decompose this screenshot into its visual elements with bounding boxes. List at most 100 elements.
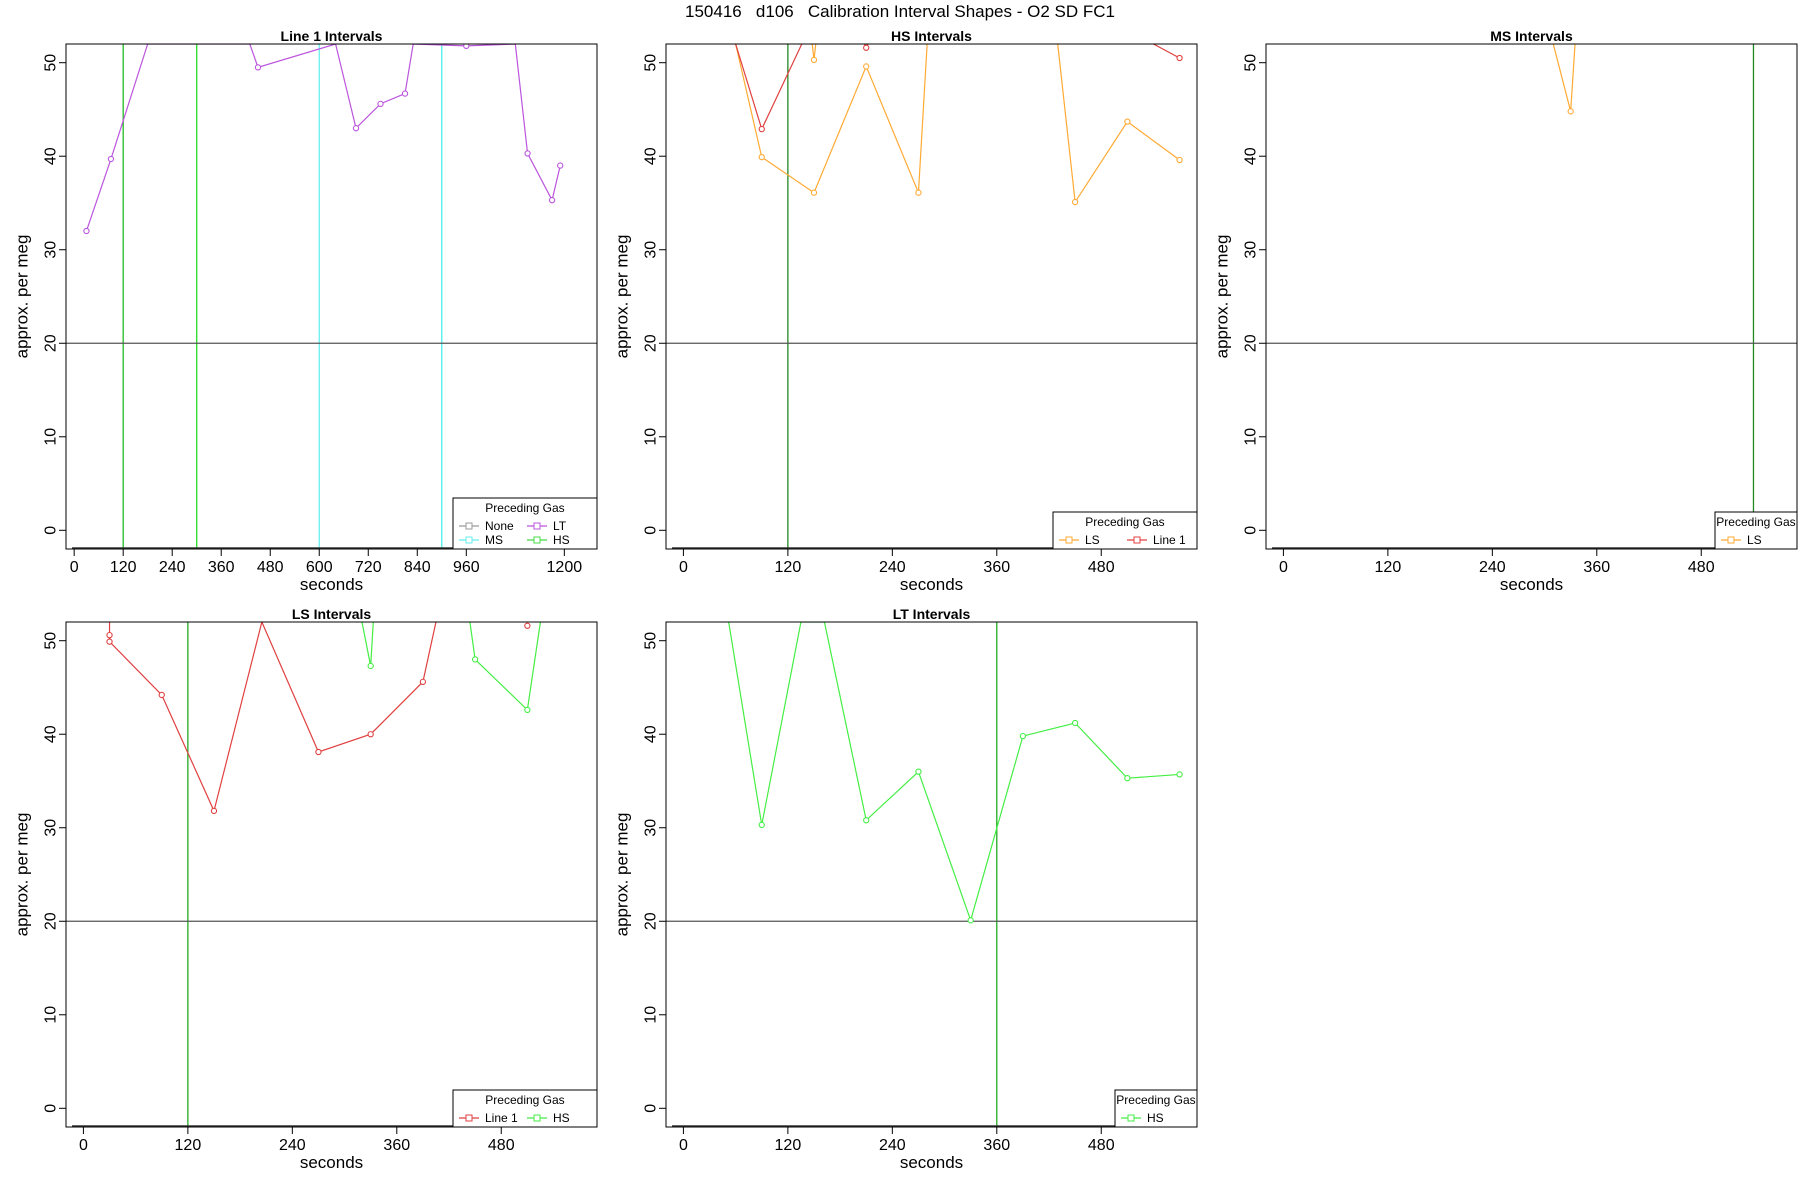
y-axis-label: approx. per meg — [613, 813, 632, 937]
data-point — [1176, 54, 1183, 62]
y-tick-label: 10 — [643, 428, 660, 446]
data-point — [548, 197, 556, 204]
data-point — [377, 100, 384, 108]
chart-panel-lt-intervals: LT Intervals 0 120 240 360 480 0 10 20 30 40 50 seco… — [600, 603, 1200, 1178]
data-point — [915, 189, 922, 196]
x-tick-label: 240 — [879, 559, 906, 576]
chart-panel-ms-intervals: MS Intervals 0 120 240 360 480 0 10 20 30 40 50 seco… — [1200, 25, 1800, 600]
data-point — [210, 807, 218, 815]
x-axis-label: seconds — [300, 1153, 363, 1172]
chart-panel-line1-intervals: Line 1 Intervals 0 120 240 360 480 600 720 840 96… — [0, 25, 600, 600]
data-point — [463, 44, 470, 50]
x-tick-label: 0 — [79, 1137, 88, 1154]
y-tick-label: 10 — [1243, 428, 1260, 446]
data-point — [83, 227, 90, 235]
legend-title: Preceding Gas — [485, 501, 564, 515]
data-point — [524, 150, 531, 157]
y-tick-label: 40 — [43, 725, 60, 743]
y-tick-label: 40 — [643, 147, 660, 165]
y-tick-label: 30 — [1243, 241, 1260, 259]
y-axis-label: approx. per meg — [613, 235, 632, 359]
x-tick-label: 480 — [1088, 559, 1115, 576]
y-tick-label: 0 — [43, 526, 60, 535]
legend-swatch-marker — [1127, 1114, 1135, 1122]
series-line — [85, 44, 561, 232]
data-point — [810, 56, 818, 64]
y-tick-label: 0 — [43, 1104, 60, 1113]
legend-entry-label: Line 1 — [485, 1111, 518, 1125]
chart-svg: Line 1 Intervals 0 120 240 360 480 600 720 840 96… — [13, 28, 598, 594]
legend: Preceding Gas None LT MS HS — [452, 497, 598, 550]
y-tick-label: 20 — [643, 334, 660, 352]
plot-area — [1266, 44, 1797, 549]
plot-area — [66, 622, 597, 1127]
y-tick-label: 30 — [43, 241, 60, 259]
y-axis-label: approx. per meg — [13, 235, 32, 359]
plot-area — [666, 44, 1197, 549]
legend-box — [1052, 511, 1198, 550]
data-point — [557, 162, 564, 169]
x-tick-label: 360 — [983, 1137, 1010, 1154]
x-axis-label: seconds — [900, 1153, 963, 1172]
series-line — [361, 622, 374, 667]
x-tick-label: 240 — [279, 1137, 306, 1154]
panel-title: Line 1 Intervals — [281, 28, 383, 44]
x-tick-label: 840 — [404, 559, 431, 576]
data-point — [315, 748, 322, 756]
x-tick-label: 480 — [1088, 1137, 1115, 1154]
series-line — [728, 622, 1180, 923]
series-line — [735, 44, 928, 194]
legend-entry-label: HS — [553, 1111, 570, 1125]
data-point — [367, 731, 374, 738]
y-axis-label: approx. per meg — [1213, 235, 1232, 359]
x-tick-label: 0 — [679, 1137, 688, 1154]
chart-svg: HS Intervals 0 120 240 360 480 0 10 20 30 40 50 seco… — [613, 28, 1198, 594]
legend-title: Preceding Gas — [1085, 515, 1164, 529]
data-point — [758, 154, 765, 161]
legend-box — [452, 1089, 598, 1128]
plot-area — [666, 622, 1197, 1127]
legend-entry-label: LS — [1085, 533, 1100, 547]
x-tick-label: 0 — [679, 559, 688, 576]
y-tick-label: 40 — [1243, 147, 1260, 165]
legend-swatch-marker — [1727, 536, 1735, 544]
x-tick-label: 960 — [453, 559, 480, 576]
legend-entry-label: HS — [1147, 1111, 1164, 1125]
data-point — [1176, 771, 1183, 778]
series-line — [469, 622, 542, 712]
x-tick-label: 480 — [1688, 559, 1715, 576]
y-tick-label: 0 — [643, 526, 660, 535]
data-point — [401, 90, 409, 97]
legend-title: Preceding Gas — [485, 1093, 564, 1107]
chart-svg: LS Intervals 0 120 240 360 480 0 10 20 30 40 50 seco… — [13, 606, 598, 1172]
y-tick-label: 20 — [43, 912, 60, 930]
y-tick-label: 40 — [643, 725, 660, 743]
plot-frame — [65, 621, 598, 1128]
y-tick-label: 50 — [1243, 54, 1260, 72]
legend-entry-label: Line 1 — [1153, 533, 1186, 547]
plot-frame — [665, 621, 1198, 1128]
x-tick-label: 600 — [306, 559, 333, 576]
y-tick-label: 30 — [643, 819, 660, 837]
legend: Preceding Gas Line 1 HS — [452, 1089, 598, 1128]
legend-entry-label: LT — [553, 519, 567, 533]
panel-title: MS Intervals — [1490, 28, 1573, 44]
data-point — [419, 678, 427, 686]
legend-title: Preceding Gas — [1716, 515, 1795, 529]
x-tick-label: 1200 — [547, 559, 583, 576]
legend: Preceding Gas HS — [1114, 1089, 1198, 1128]
y-tick-label: 0 — [1243, 526, 1260, 535]
data-point — [863, 817, 870, 824]
y-tick-label: 50 — [43, 54, 60, 72]
legend-title: Preceding Gas — [1116, 1093, 1195, 1107]
y-tick-label: 30 — [43, 819, 60, 837]
data-point — [254, 64, 262, 71]
legend-entry-label: MS — [485, 533, 503, 547]
plot-frame — [665, 43, 1198, 550]
x-tick-label: 240 — [159, 559, 186, 576]
x-tick-label: 360 — [1583, 559, 1610, 576]
y-tick-label: 0 — [643, 1104, 660, 1113]
y-tick-label: 10 — [643, 1006, 660, 1024]
data-point — [1124, 118, 1131, 125]
data-point — [1019, 732, 1027, 740]
